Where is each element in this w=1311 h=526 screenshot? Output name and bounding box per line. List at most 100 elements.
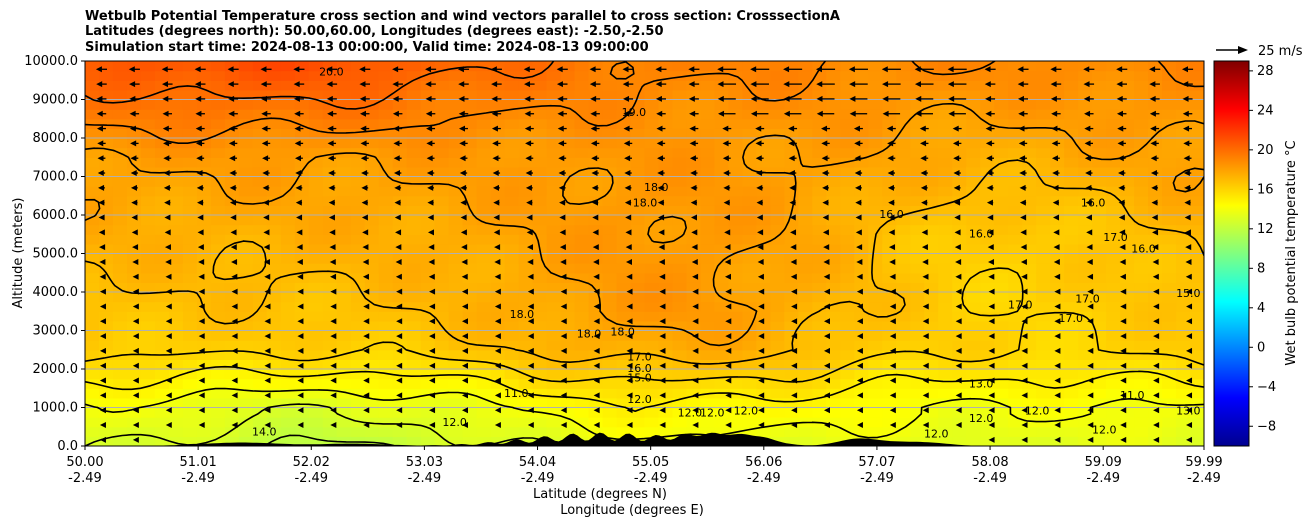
wind-vector: [460, 214, 467, 221]
wind-vector-arrowhead-icon: [525, 140, 532, 147]
wind-vector: [589, 81, 601, 88]
field-cell: [854, 61, 869, 72]
wind-vector: [758, 377, 765, 384]
wind-vector: [362, 258, 369, 265]
field-cell: [196, 147, 212, 158]
field-cell: [826, 263, 841, 274]
field-cell: [910, 301, 925, 312]
field-cell: [658, 243, 674, 255]
field-cell: [910, 166, 925, 178]
wind-vector-arrowhead-icon: [559, 199, 566, 206]
field-cell: [140, 186, 156, 197]
wind-vector-arrowhead-icon: [987, 244, 994, 251]
field-cell: [686, 205, 702, 216]
field-cell: [980, 195, 995, 206]
wind-vector: [198, 347, 205, 354]
field-cell: [896, 205, 911, 216]
wind-vector: [231, 273, 238, 280]
wind-vector-arrowhead-icon: [360, 125, 367, 132]
field-cell: [966, 70, 981, 81]
wind-vector: [295, 184, 303, 191]
wind-vector-arrowhead-icon: [363, 392, 370, 399]
field-cell: [238, 369, 254, 380]
field-cell: [462, 109, 478, 120]
field-cell: [350, 407, 366, 418]
field-cell: [448, 186, 464, 197]
wind-vector-arrowhead-icon: [722, 125, 729, 132]
field-cell: [630, 426, 646, 437]
field-cell: [490, 205, 506, 216]
wind-vector-arrowhead-icon: [396, 288, 403, 295]
field-cell: [322, 157, 338, 168]
field-cell: [1176, 311, 1191, 322]
field-cell: [126, 128, 142, 139]
wind-vector: [622, 81, 634, 88]
field-cell: [938, 378, 953, 389]
field-cell: [1036, 407, 1051, 418]
wind-vector-arrowhead-icon: [756, 170, 763, 177]
field-cell: [308, 70, 324, 81]
wind-vector: [988, 407, 995, 414]
field-cell: [616, 292, 632, 303]
field-cell: [658, 330, 674, 341]
field-cell: [168, 426, 184, 437]
field-cell: [1008, 205, 1023, 216]
field-cell: [966, 224, 981, 235]
field-cell: [378, 224, 394, 235]
field-cell: [1008, 349, 1023, 360]
wind-vector: [392, 95, 403, 102]
field-cell: [476, 292, 492, 303]
field-cell: [112, 128, 128, 139]
wind-vector: [750, 110, 769, 117]
field-cell: [1162, 369, 1177, 380]
wind-vector-arrowhead-icon: [849, 95, 856, 102]
wind-vector: [99, 273, 106, 280]
field-cell: [364, 234, 380, 245]
field-cell: [952, 147, 967, 158]
field-cell: [672, 205, 688, 216]
field-cell: [826, 186, 841, 197]
field-cell: [518, 118, 534, 129]
wind-vector-arrowhead-icon: [227, 81, 234, 88]
field-cell: [658, 176, 674, 187]
field-cell: [280, 215, 296, 226]
field-cell: [868, 426, 883, 437]
field-cell: [854, 417, 869, 428]
field-cell: [85, 369, 100, 380]
field-cell: [294, 436, 310, 446]
field-cell: [826, 176, 841, 187]
field-cell: [308, 215, 324, 226]
wind-vector: [494, 273, 501, 280]
field-cell: [476, 349, 492, 360]
field-cell: [1176, 426, 1191, 437]
wind-vector-arrowhead-icon: [263, 229, 270, 236]
field-cell: [140, 99, 156, 110]
field-cell: [168, 369, 184, 380]
field-cell: [364, 272, 380, 283]
wind-vector: [791, 347, 798, 354]
wind-vector-arrowhead-icon: [361, 199, 368, 206]
field-cell: [1162, 282, 1177, 293]
field-cell: [924, 138, 939, 149]
wind-vector: [425, 81, 436, 88]
wind-vector-arrowhead-icon: [690, 170, 697, 177]
field-cell: [420, 263, 436, 274]
field-cell: [616, 301, 632, 312]
field-cell: [532, 388, 548, 399]
wind-vector: [590, 125, 600, 132]
field-cell: [1092, 176, 1107, 187]
field-cell: [798, 340, 813, 351]
field-cell: [798, 224, 813, 235]
field-cell: [112, 320, 128, 332]
field-cell: [1134, 80, 1149, 91]
field-cell: [336, 138, 352, 149]
field-cell: [840, 397, 855, 409]
field-cell: [812, 426, 827, 437]
field-cell: [476, 215, 492, 226]
field-cell: [826, 70, 841, 81]
field-cell: [336, 272, 352, 283]
field-cell: [644, 70, 660, 81]
wind-vector: [725, 377, 732, 384]
field-cell: [756, 282, 771, 293]
field-cell: [560, 147, 576, 158]
